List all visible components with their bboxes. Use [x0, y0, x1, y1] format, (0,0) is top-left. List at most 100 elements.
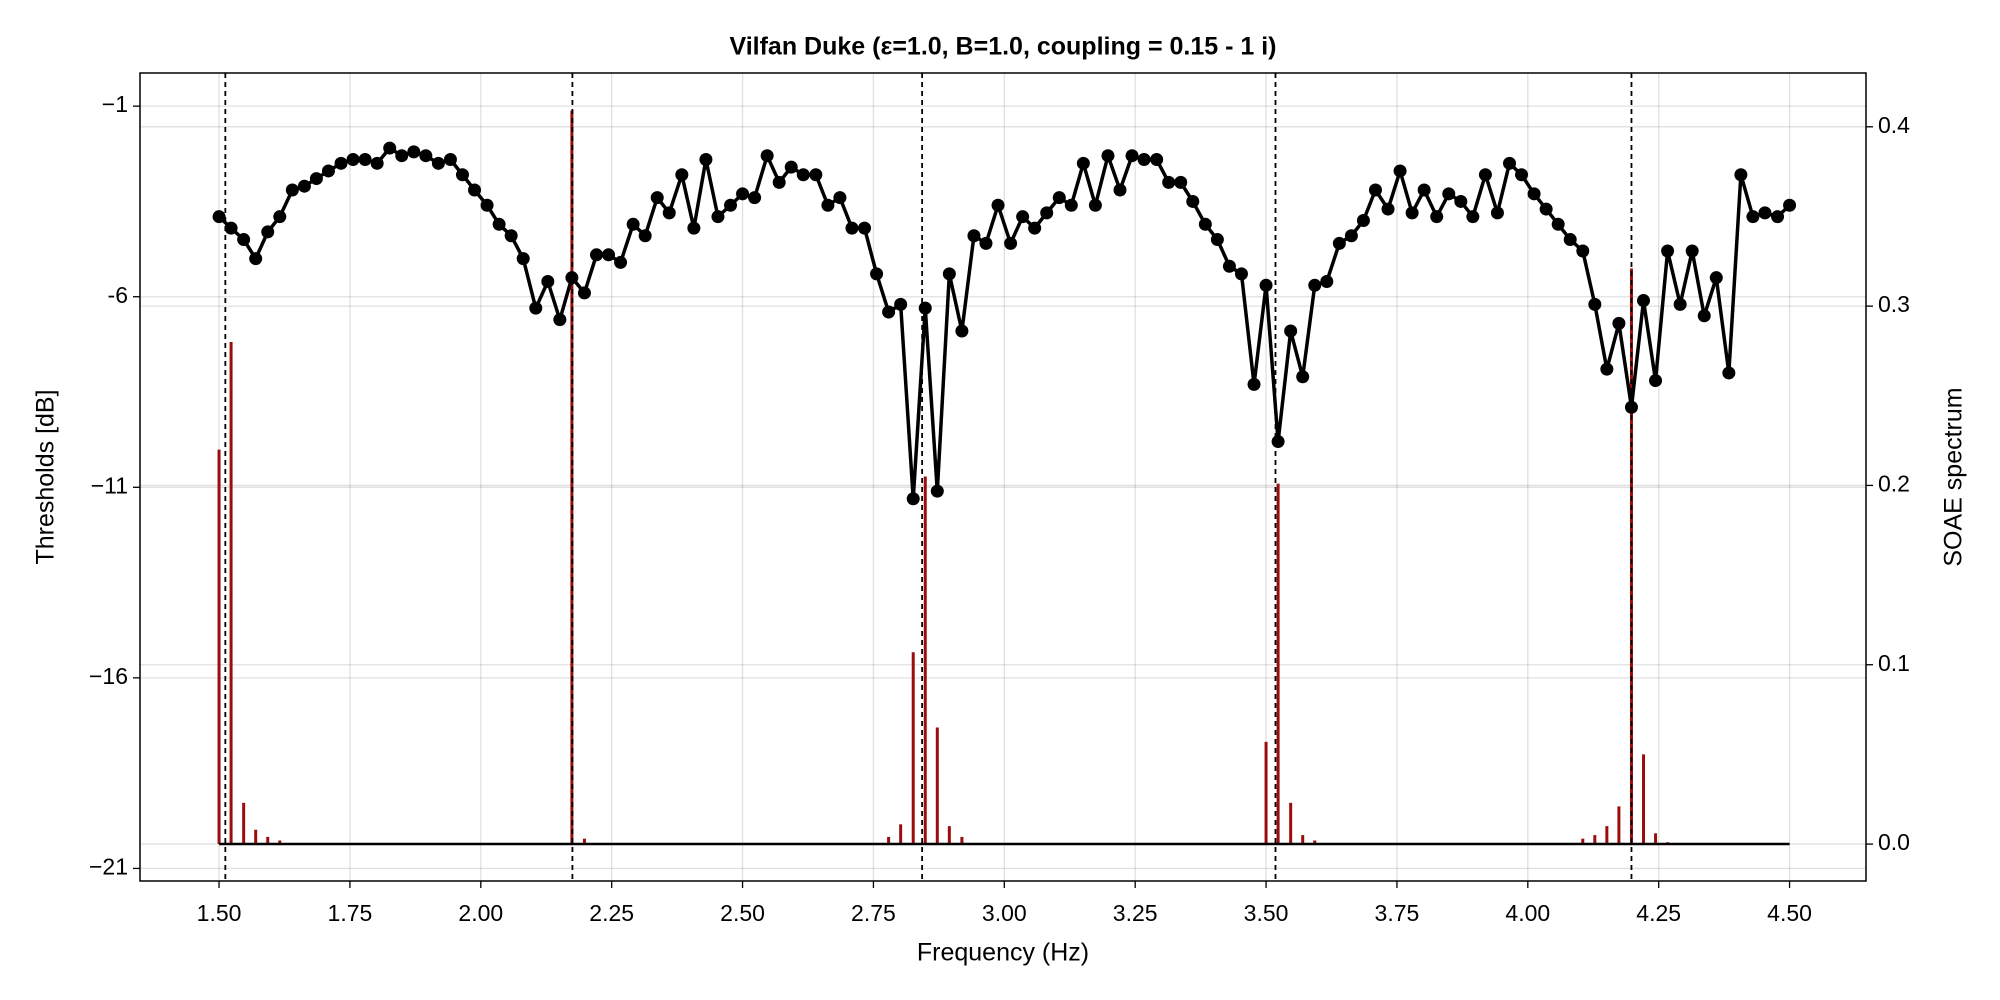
- y-tick-label: −11: [91, 472, 128, 498]
- marker: [1198, 217, 1212, 231]
- marker: [1527, 187, 1541, 201]
- marker: [662, 206, 676, 220]
- x-tick-label: 2.50: [720, 900, 765, 926]
- marker: [1539, 202, 1553, 216]
- y2-axis-label: SOAE spectrum: [1940, 387, 1968, 566]
- marker: [894, 297, 908, 311]
- marker: [589, 248, 603, 262]
- y-tick-label: −16: [89, 663, 128, 689]
- marker: [1722, 366, 1736, 380]
- marker: [675, 168, 689, 182]
- y2-tick-label: 0.3: [1878, 291, 1910, 317]
- marker: [321, 164, 335, 178]
- marker: [1186, 194, 1200, 208]
- marker: [1576, 244, 1590, 258]
- marker: [967, 229, 981, 243]
- marker: [1430, 210, 1444, 224]
- x-axis-label: Frequency (Hz): [917, 939, 1089, 967]
- marker: [602, 248, 616, 262]
- marker: [1308, 278, 1322, 292]
- marker: [991, 198, 1005, 212]
- y2-tick-label: 0.0: [1878, 829, 1910, 855]
- marker: [1454, 194, 1468, 208]
- marker: [455, 168, 469, 182]
- y2-tick-label: 0.1: [1878, 650, 1910, 676]
- marker: [979, 236, 993, 250]
- marker: [273, 210, 287, 224]
- x-tick-label: 4.00: [1505, 900, 1550, 926]
- marker: [224, 221, 238, 235]
- marker: [845, 221, 859, 235]
- marker: [480, 198, 494, 212]
- y-tick-label: −1: [102, 91, 128, 117]
- marker: [383, 141, 397, 155]
- marker: [1332, 236, 1346, 250]
- marker: [1150, 153, 1164, 167]
- marker: [821, 198, 835, 212]
- marker: [1502, 156, 1516, 170]
- line: [217, 146, 1791, 501]
- marker: [1685, 244, 1699, 258]
- y2-tick-label: 0.4: [1878, 112, 1910, 138]
- marker: [1649, 374, 1663, 388]
- x-tick-label: 2.00: [458, 900, 503, 926]
- marker: [1113, 183, 1127, 197]
- marker: [1101, 149, 1115, 163]
- marker: [870, 267, 884, 281]
- marker: [882, 305, 896, 319]
- marker: [1284, 324, 1298, 338]
- marker: [297, 179, 311, 193]
- marker: [650, 191, 664, 205]
- x-tick-label: 3.50: [1244, 900, 1289, 926]
- marker: [748, 191, 762, 205]
- marker: [736, 187, 750, 201]
- marker: [760, 149, 774, 163]
- y-tick-label: −21: [89, 854, 128, 880]
- marker: [309, 172, 323, 186]
- marker: [1064, 198, 1078, 212]
- marker: [1004, 236, 1018, 250]
- marker: [1734, 168, 1748, 182]
- marker: [1600, 362, 1614, 376]
- chart-title: Vilfan Duke (ε=1.0, B=1.0, coupling = 0.…: [729, 33, 1276, 61]
- marker: [955, 324, 969, 338]
- marker: [334, 156, 348, 170]
- marker: [541, 274, 555, 288]
- marker: [1259, 278, 1273, 292]
- marker: [1588, 297, 1602, 311]
- y-axis-label: Thresholds [dB]: [32, 389, 60, 564]
- y-tick-label: -6: [108, 282, 128, 308]
- x-tick-label: 3.75: [1375, 900, 1420, 926]
- marker: [1673, 297, 1687, 311]
- marker: [1417, 183, 1431, 197]
- marker: [1344, 229, 1358, 243]
- x-tick-label: 3.25: [1113, 900, 1158, 926]
- marker: [906, 492, 920, 506]
- marker: [577, 286, 591, 300]
- marker: [285, 183, 299, 197]
- marker: [1174, 175, 1188, 189]
- marker: [918, 301, 932, 315]
- marker: [1356, 213, 1370, 227]
- marker: [1466, 210, 1480, 224]
- marker: [431, 156, 445, 170]
- marker: [1247, 377, 1261, 391]
- marker: [237, 233, 251, 247]
- marker: [1088, 198, 1102, 212]
- marker: [1746, 210, 1760, 224]
- marker: [1478, 168, 1492, 182]
- marker: [1697, 309, 1711, 323]
- marker: [1076, 156, 1090, 170]
- marker: [1393, 164, 1407, 178]
- marker: [1637, 294, 1651, 308]
- marker: [1210, 233, 1224, 247]
- marker: [504, 229, 518, 243]
- marker: [1515, 168, 1529, 182]
- marker: [261, 225, 275, 239]
- marker: [1368, 183, 1382, 197]
- marker: [626, 217, 640, 231]
- x-tick-label: 2.25: [589, 900, 634, 926]
- marker: [346, 153, 360, 167]
- marker: [529, 301, 543, 315]
